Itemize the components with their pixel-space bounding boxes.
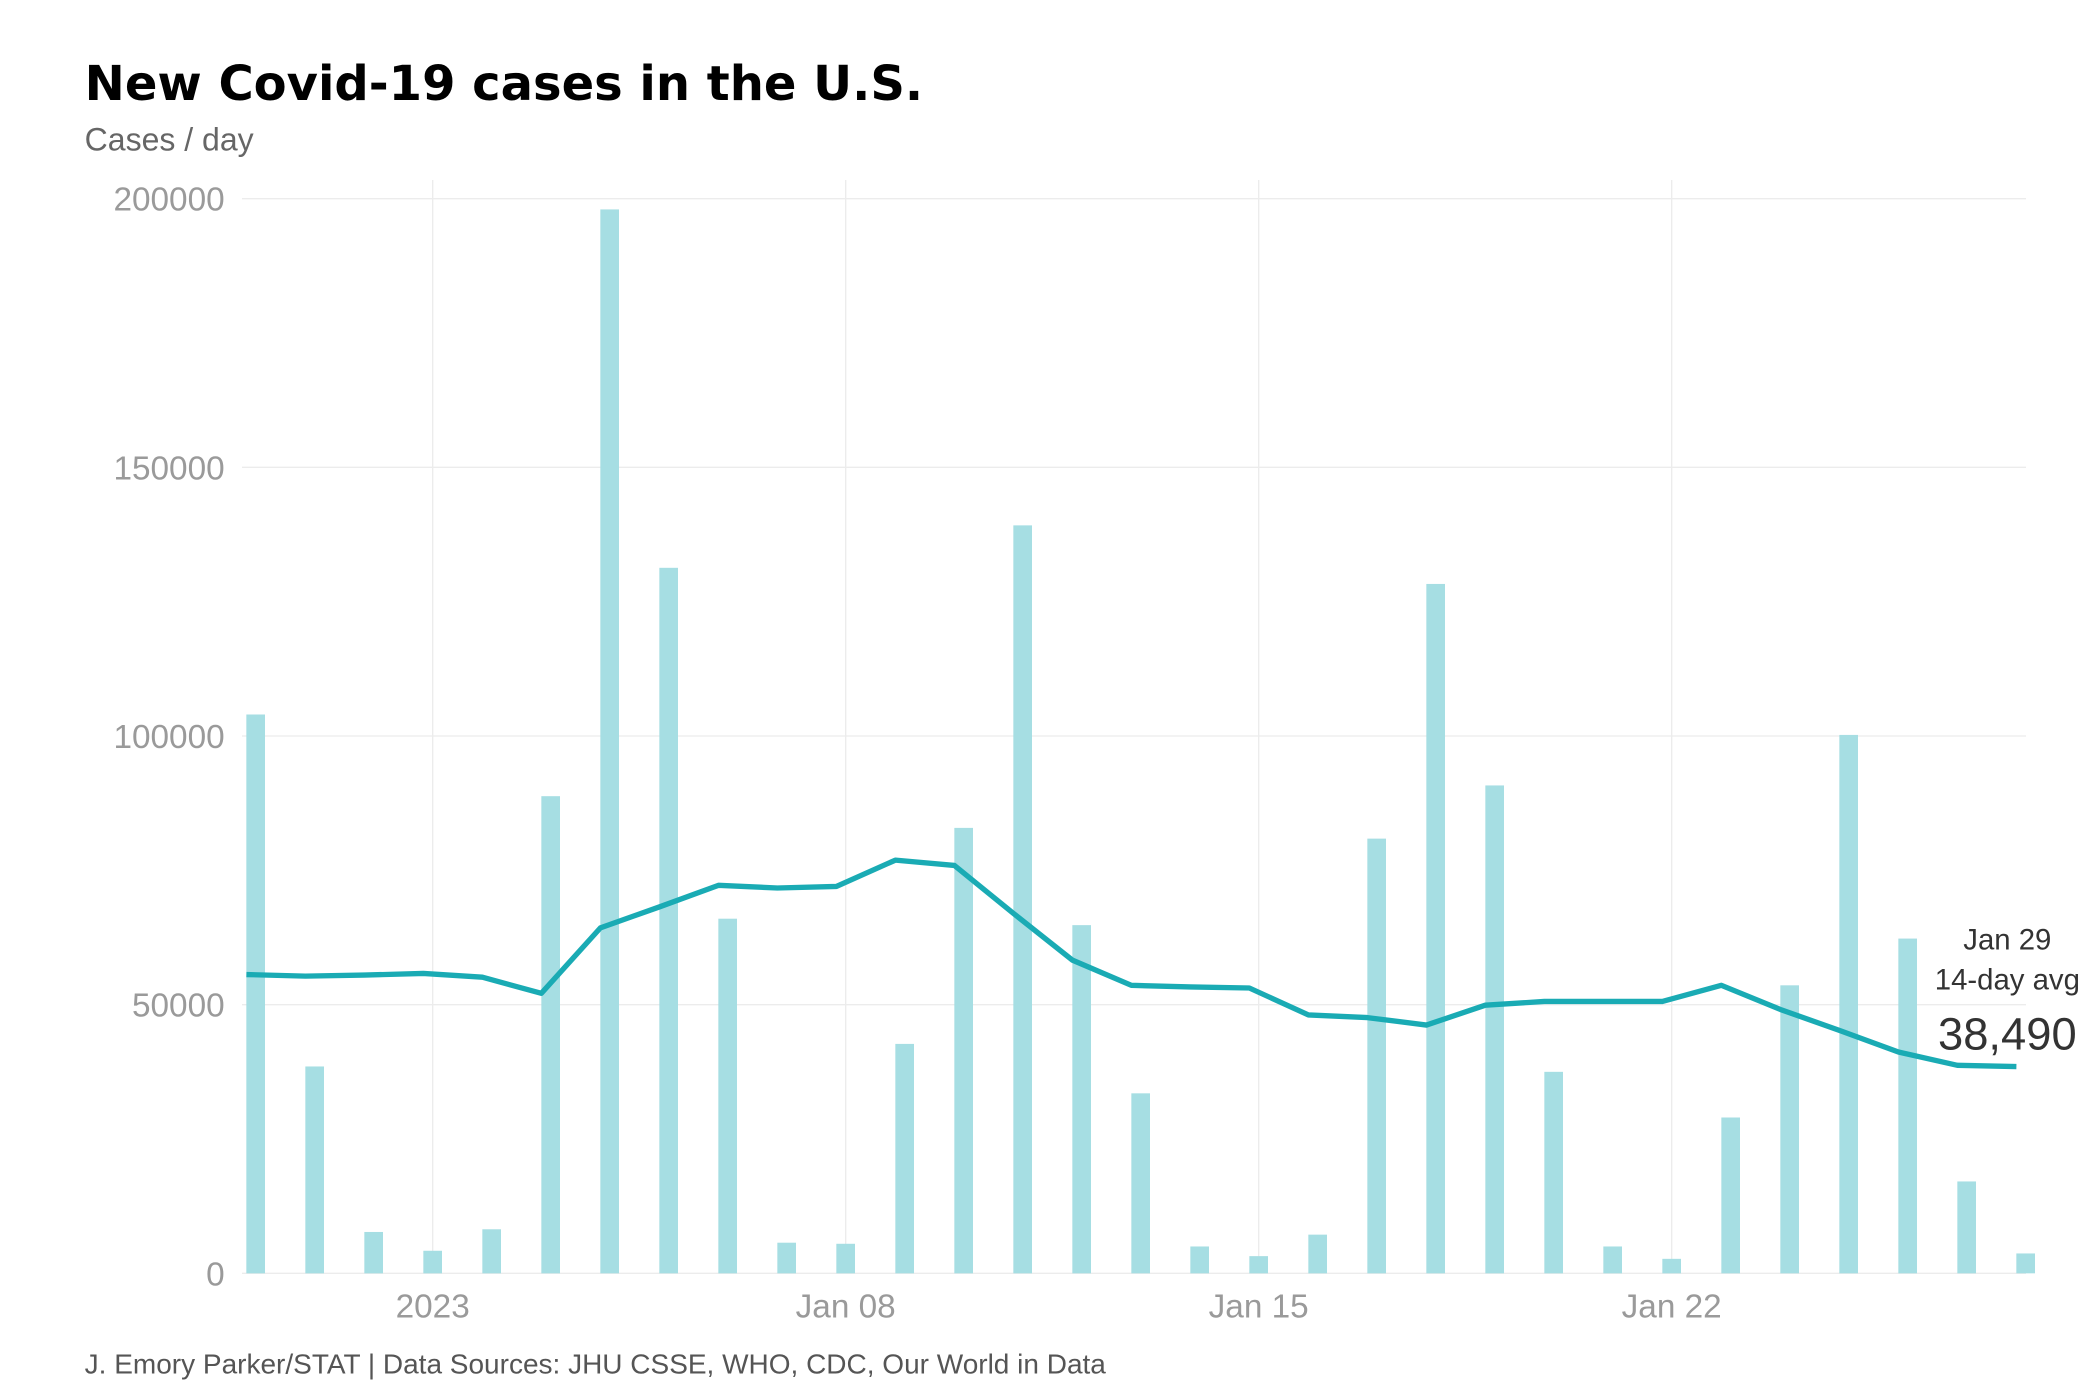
chart-subtitle: Cases / day xyxy=(85,122,254,158)
bar xyxy=(246,714,265,1274)
bar xyxy=(1603,1246,1622,1274)
x-axis: 2023 Jan 08 Jan 15 Jan 22 xyxy=(396,1288,1722,1325)
source-note: J. Emory Parker/STAT | Data Sources: JHU… xyxy=(85,1348,1107,1379)
bar xyxy=(777,1242,796,1274)
y-tick-label: 150000 xyxy=(113,450,224,487)
bar xyxy=(1072,925,1091,1274)
bar xyxy=(954,827,973,1274)
annotation-label: 14-day avg xyxy=(1935,963,2080,996)
x-tick-label: Jan 22 xyxy=(1622,1288,1722,1325)
bar xyxy=(1898,938,1917,1274)
bar xyxy=(1721,1117,1740,1274)
bar xyxy=(1249,1256,1268,1274)
bar xyxy=(305,1066,324,1274)
bar xyxy=(1662,1258,1681,1274)
chart-title: New Covid-19 cases in the U.S. xyxy=(85,56,924,112)
bar xyxy=(423,1250,442,1274)
bar xyxy=(1839,734,1858,1274)
bar xyxy=(836,1243,855,1274)
bar xyxy=(1367,838,1386,1274)
bar xyxy=(1190,1246,1209,1274)
bar xyxy=(541,796,560,1274)
bar xyxy=(1485,785,1504,1274)
bar xyxy=(482,1229,501,1274)
bar xyxy=(600,209,619,1274)
x-tick-label: Jan 15 xyxy=(1209,1288,1309,1325)
end-annotation: Jan 29 14-day avg 38,490 xyxy=(1935,923,2080,1059)
y-axis: 0 50000 100000 150000 200000 xyxy=(113,182,224,1294)
y-tick-label: 200000 xyxy=(113,182,224,219)
bar xyxy=(1131,1093,1150,1274)
bar xyxy=(895,1043,914,1274)
bar xyxy=(1308,1234,1327,1274)
x-tick-label: Jan 08 xyxy=(796,1288,896,1325)
bar xyxy=(718,918,737,1274)
bar xyxy=(1013,525,1032,1274)
bar xyxy=(1780,985,1799,1274)
annotation-date: Jan 29 xyxy=(1963,923,2051,956)
avg-line xyxy=(246,857,2017,1070)
bar-series xyxy=(246,209,2035,1274)
bar xyxy=(364,1231,383,1274)
bar xyxy=(659,567,678,1274)
bar xyxy=(1426,583,1445,1274)
bar xyxy=(1544,1071,1563,1274)
annotation-value: 38,490 xyxy=(1938,1008,2077,1059)
y-tick-label: 0 xyxy=(206,1256,225,1293)
bar xyxy=(2016,1253,2035,1274)
bar xyxy=(1957,1181,1976,1274)
gridlines xyxy=(241,180,2026,1274)
x-tick-label: 2023 xyxy=(396,1288,470,1325)
y-tick-label: 50000 xyxy=(132,988,225,1025)
y-tick-label: 100000 xyxy=(113,719,224,756)
